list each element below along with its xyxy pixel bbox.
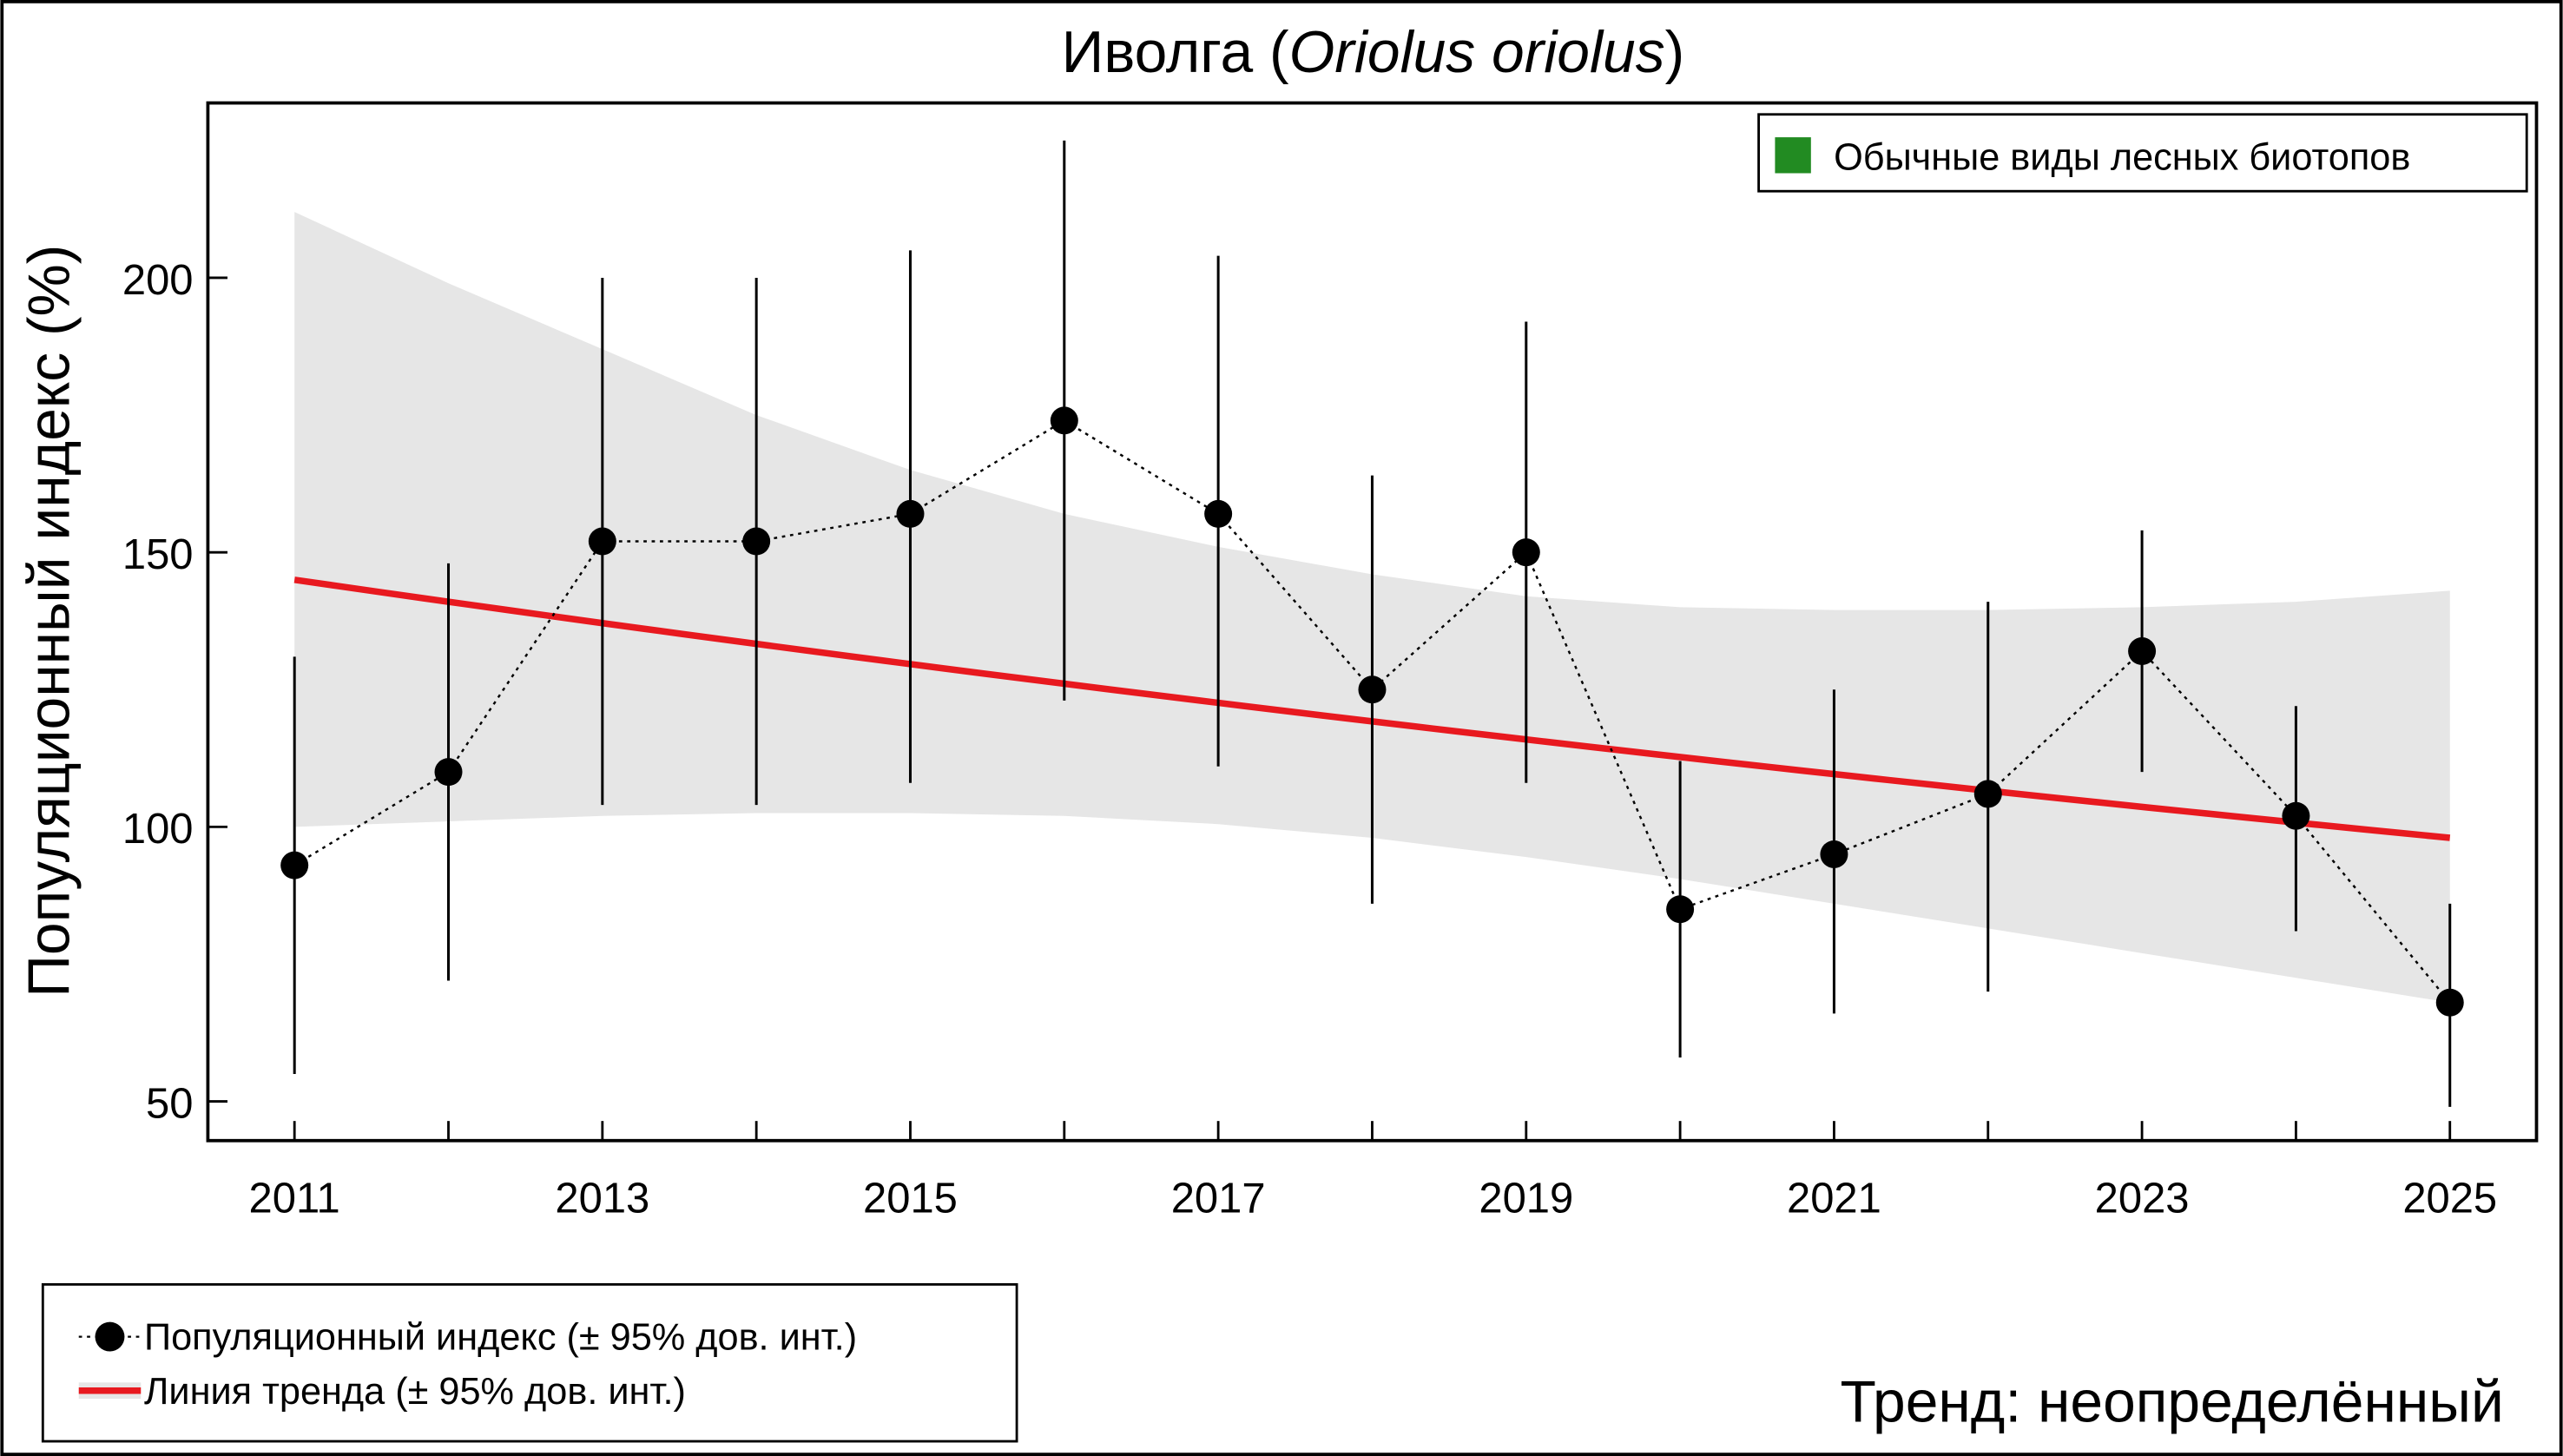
x-tick-label: 2011 [249, 1176, 340, 1222]
data-point-2023 [2128, 637, 2157, 665]
x-tick-label: 2013 [555, 1176, 649, 1222]
data-point-2022 [1973, 780, 2002, 808]
x-tick-label: 2019 [1479, 1176, 1573, 1222]
data-point-2013 [588, 527, 616, 556]
y-tick-label: 200 [122, 257, 194, 304]
chart-title: Иволга (Oriolus oriolus) [1062, 20, 1685, 85]
y-tick-label: 150 [122, 531, 194, 578]
x-tick-label: 2021 [1787, 1176, 1881, 1222]
data-point-2016 [1050, 406, 1078, 435]
data-point-2011 [280, 851, 309, 880]
y-tick-label: 100 [122, 806, 194, 853]
x-tick-label: 2023 [2095, 1176, 2190, 1222]
y-tick-label: 50 [146, 1080, 193, 1127]
data-point-2024 [2282, 801, 2310, 830]
data-point-2020 [1666, 895, 1695, 924]
data-point-2015 [896, 499, 925, 528]
legend-entry-trend: Линия тренда (± 95% дов. инт.) [144, 1371, 686, 1413]
group-legend-label: Обычные виды лесных биотопов [1834, 137, 2410, 179]
legend-entry-index: Популяционный индекс (± 95% дов. инт.) [144, 1317, 857, 1359]
x-tick-label: 2015 [863, 1176, 958, 1222]
data-point-2018 [1358, 675, 1387, 704]
data-point-2025 [2435, 988, 2464, 1017]
group-swatch [1775, 137, 1811, 174]
data-point-2014 [742, 527, 771, 556]
trend-annotation: Тренд: неопределённый [1840, 1369, 2503, 1434]
group-legend: Обычные виды лесных биотопов [1757, 113, 2528, 193]
data-point-2012 [434, 758, 463, 787]
index-connector-line [293, 418, 2451, 1004]
y-axis-label: Популяционный индекс (%) [16, 245, 82, 998]
data-point-2019 [1512, 538, 1540, 567]
series-legend: Популяционный индекс (± 95% дов. инт.) Л… [41, 1282, 1018, 1443]
data-point-2021 [1820, 840, 1848, 868]
legend-point-marker [95, 1321, 125, 1352]
x-tick-label: 2017 [1171, 1176, 1266, 1222]
x-tick-label: 2025 [2402, 1176, 2497, 1222]
data-point-2017 [1204, 499, 1233, 528]
